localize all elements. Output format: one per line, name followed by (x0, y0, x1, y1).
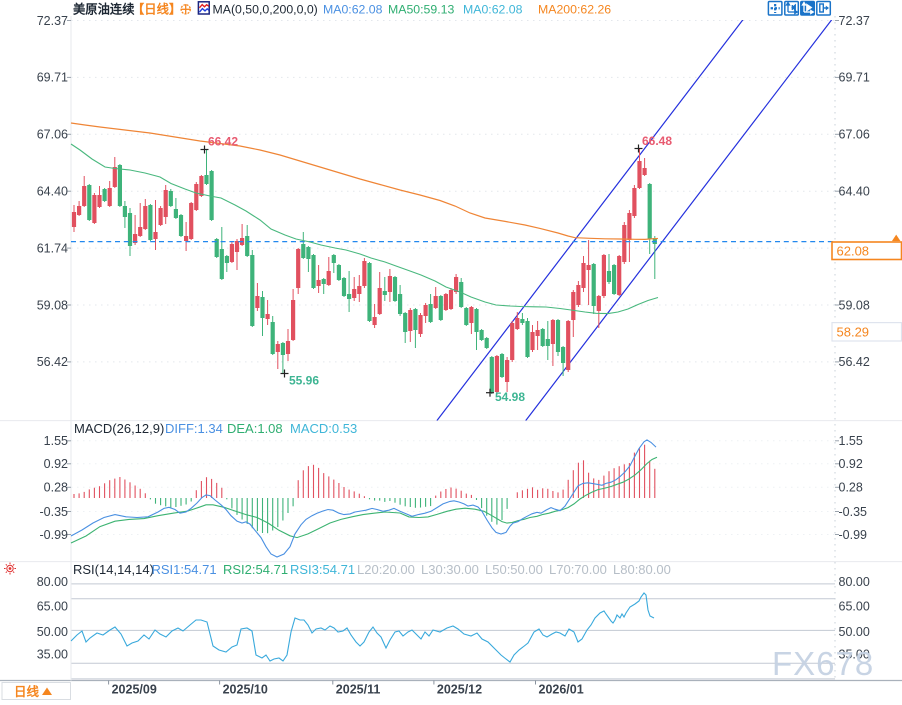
svg-text:美原油连续: 美原油连续 (73, 2, 135, 17)
svg-text:DEA:1.08: DEA:1.08 (227, 421, 283, 436)
svg-text:RSI1:54.71: RSI1:54.71 (152, 562, 217, 577)
svg-text:0.28: 0.28 (44, 481, 68, 495)
svg-text:67.06: 67.06 (839, 128, 870, 142)
svg-text:1.55: 1.55 (44, 434, 68, 448)
svg-text:72.37: 72.37 (839, 14, 870, 28)
svg-text:65.00: 65.00 (839, 599, 870, 613)
svg-text:69.71: 69.71 (839, 71, 870, 85)
svg-text:35.00: 35.00 (37, 648, 68, 662)
svg-text:2025/10: 2025/10 (223, 683, 268, 697)
svg-text:2025/09: 2025/09 (112, 683, 157, 697)
svg-text:MA50:59.13: MA50:59.13 (388, 3, 454, 17)
svg-text:2025/12: 2025/12 (437, 683, 482, 697)
svg-text:0.92: 0.92 (839, 457, 863, 471)
svg-text:0.92: 0.92 (44, 457, 68, 471)
svg-text:【日线】: 【日线】 (132, 2, 181, 17)
svg-text:67.06: 67.06 (37, 128, 68, 142)
svg-text:-0.99: -0.99 (40, 528, 69, 542)
svg-text:65.00: 65.00 (37, 599, 68, 613)
svg-text:MA200:62.26: MA200:62.26 (538, 3, 611, 17)
svg-text:69.71: 69.71 (37, 71, 68, 85)
svg-text:L50:50.00: L50:50.00 (485, 562, 543, 577)
svg-text:L30:30.00: L30:30.00 (421, 562, 479, 577)
svg-text:2025/11: 2025/11 (336, 683, 381, 697)
svg-text:64.40: 64.40 (839, 185, 870, 199)
svg-text:66.48: 66.48 (642, 134, 672, 148)
svg-text:50.00: 50.00 (37, 625, 68, 639)
svg-text:DIFF:1.34: DIFF:1.34 (165, 421, 223, 436)
svg-text:-0.35: -0.35 (839, 505, 868, 519)
svg-text:2026/01: 2026/01 (539, 683, 584, 697)
svg-text:-0.99: -0.99 (839, 528, 868, 542)
svg-text:56.42: 56.42 (37, 355, 68, 369)
svg-text:-0.35: -0.35 (40, 505, 69, 519)
svg-text:61.74: 61.74 (37, 241, 68, 255)
svg-text:59.08: 59.08 (839, 298, 870, 312)
svg-text:MACD:0.53: MACD:0.53 (290, 421, 357, 436)
svg-text:64.40: 64.40 (37, 185, 68, 199)
svg-text:L20:20.00: L20:20.00 (357, 562, 415, 577)
svg-text:58.29: 58.29 (837, 325, 870, 340)
svg-text:L70:70.00: L70:70.00 (549, 562, 607, 577)
svg-text:56.42: 56.42 (839, 355, 870, 369)
svg-text:MACD(26,12,9): MACD(26,12,9) (74, 421, 164, 436)
svg-text:MA0:62.08: MA0:62.08 (323, 3, 383, 17)
svg-text:54.98: 54.98 (495, 390, 525, 404)
svg-text:FX678: FX678 (772, 645, 874, 682)
svg-text:80.00: 80.00 (37, 575, 68, 589)
svg-text:RSI2:54.71: RSI2:54.71 (223, 562, 288, 577)
svg-text:日线: 日线 (14, 684, 40, 699)
svg-text:1.55: 1.55 (839, 434, 863, 448)
svg-text:66.42: 66.42 (208, 135, 238, 149)
svg-text:0.28: 0.28 (839, 481, 863, 495)
svg-text:59.08: 59.08 (37, 298, 68, 312)
svg-text:RSI(14,14,14): RSI(14,14,14) (73, 562, 154, 577)
svg-text:80.00: 80.00 (839, 575, 870, 589)
svg-text:50.00: 50.00 (839, 625, 870, 639)
svg-text:RSI3:54.71: RSI3:54.71 (290, 562, 355, 577)
svg-text:MA0:62.08: MA0:62.08 (463, 3, 523, 17)
svg-text:72.37: 72.37 (37, 14, 68, 28)
svg-text:MA(0,50,0,200,0,0): MA(0,50,0,200,0,0) (213, 3, 318, 17)
svg-text:62.08: 62.08 (837, 244, 870, 259)
svg-text:55.96: 55.96 (289, 374, 319, 388)
svg-text:35.00: 35.00 (839, 648, 870, 662)
svg-text:L80:80.00: L80:80.00 (613, 562, 671, 577)
